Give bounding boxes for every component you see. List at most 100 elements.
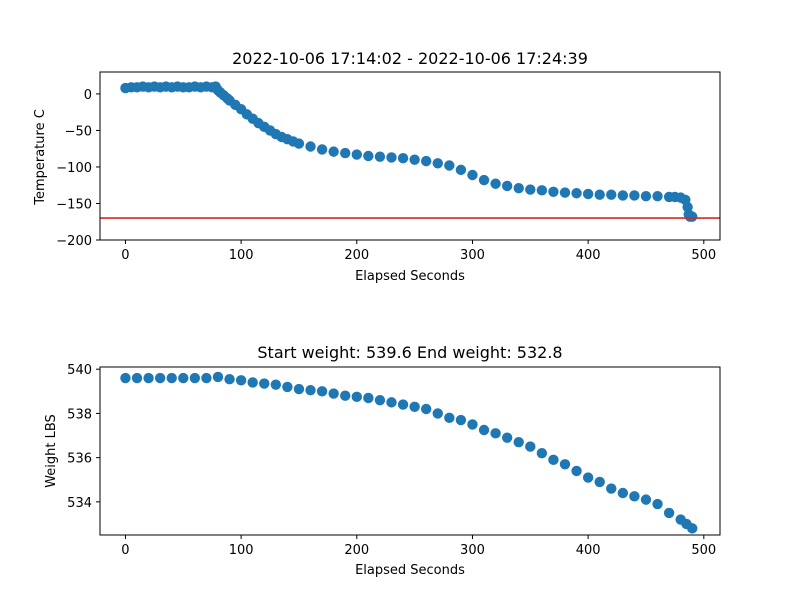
- weight-data-point: [663, 507, 675, 519]
- weight-data-point: [629, 491, 640, 502]
- temperature-data-point: [467, 169, 478, 181]
- temperature-x-tick-label: 300: [460, 248, 485, 263]
- temperature-data-point: [606, 189, 617, 200]
- weight-data-point: [178, 372, 189, 384]
- weight-data-point: [259, 378, 270, 389]
- temperature-x-tick-label: 0: [121, 248, 129, 263]
- temperature-data-point: [687, 211, 698, 222]
- weight-x-tick-label: 300: [460, 543, 485, 558]
- weight-x-tick-label: 0: [121, 543, 129, 558]
- weight-data-point: [351, 391, 362, 403]
- weight-data-point: [409, 401, 420, 412]
- weight-y-tick-label: 538: [67, 407, 92, 422]
- weight-data-point: [640, 494, 652, 505]
- temperature-data-point: [652, 190, 663, 202]
- weight-data-point: [235, 375, 247, 386]
- temperature-data-point: [525, 184, 536, 195]
- temperature-data-point: [548, 186, 559, 197]
- weight-data-point: [340, 390, 351, 401]
- weight-data-point: [501, 432, 513, 443]
- weight-data-points: [120, 371, 698, 534]
- weight-data-point: [363, 392, 374, 404]
- temperature-data-point: [559, 187, 571, 198]
- weight-data-point: [386, 397, 397, 408]
- temperature-data-point: [629, 190, 640, 201]
- weight-data-point: [432, 408, 443, 419]
- temperature-data-point: [420, 155, 432, 167]
- temperature-y-axis-label: Temperature C: [33, 109, 48, 206]
- weight-y-tick-label: 540: [67, 363, 92, 378]
- weight-data-point: [606, 483, 617, 494]
- temperature-data-point: [594, 189, 605, 200]
- weight-data-point: [224, 373, 235, 385]
- temperature-data-point: [351, 149, 362, 160]
- temperature-x-tick-label: 500: [691, 248, 716, 263]
- weight-chart-title: Start weight: 539.6 End weight: 532.8: [257, 343, 562, 362]
- weight-y-tick-label: 536: [67, 452, 92, 467]
- weight-y-axis-label: Weight LBS: [44, 414, 59, 488]
- weight-data-point: [293, 383, 305, 395]
- weight-data-point: [316, 386, 328, 397]
- temperature-data-point: [455, 164, 467, 176]
- weight-data-point: [559, 459, 571, 470]
- weight-x-tick-label: 100: [229, 543, 254, 558]
- temperature-y-tick-label: 0: [84, 88, 92, 103]
- weight-chart: Start weight: 539.6 End weight: 532.8 El…: [44, 343, 721, 578]
- weight-data-point: [189, 372, 201, 384]
- temperature-data-point: [316, 144, 328, 155]
- weight-axis-ticks: 0 100 200 300 400 500 534 536 538 540: [67, 363, 716, 558]
- weight-data-point: [444, 412, 455, 424]
- temperature-x-tick-label: 100: [229, 248, 254, 263]
- temperature-plot-frame: [99, 71, 721, 241]
- weight-data-point: [397, 399, 409, 410]
- weight-data-point: [247, 377, 258, 388]
- weight-x-axis-label: Elapsed Seconds: [355, 563, 465, 578]
- weight-data-point: [212, 371, 224, 383]
- weight-x-tick-label: 500: [691, 543, 716, 558]
- weight-data-point: [525, 441, 536, 452]
- temperature-chart: 2022-10-06 17:14:02 - 2022-10-06 17:24:3…: [33, 49, 721, 284]
- weight-data-point: [166, 372, 177, 384]
- weight-x-tick-label: 400: [576, 543, 601, 558]
- weight-data-point: [305, 385, 316, 396]
- temperature-y-tick-label: −200: [56, 234, 92, 249]
- temperature-data-point: [513, 182, 524, 194]
- weight-data-point: [282, 381, 293, 393]
- temperature-data-point: [617, 190, 629, 201]
- temperature-data-point: [582, 188, 594, 200]
- weight-data-point: [548, 454, 559, 466]
- temperature-data-point: [340, 147, 351, 159]
- weight-data-point: [617, 487, 629, 499]
- temperature-data-point: [397, 152, 409, 164]
- temperature-data-point: [478, 174, 490, 186]
- weight-data-point: [652, 498, 663, 510]
- weight-data-point: [131, 372, 143, 384]
- weight-data-point: [201, 372, 212, 384]
- weight-data-point: [154, 372, 166, 384]
- weight-data-point: [478, 424, 490, 436]
- temperature-data-point: [640, 190, 652, 202]
- temperature-data-point: [293, 138, 305, 149]
- temperature-data-point: [571, 188, 582, 199]
- weight-data-point: [687, 523, 698, 534]
- weight-data-point: [536, 448, 548, 459]
- weight-data-point: [143, 372, 154, 384]
- temperature-data-point: [501, 180, 513, 192]
- temperature-data-point: [305, 141, 316, 152]
- weight-data-point: [270, 379, 282, 390]
- weight-data-point: [467, 419, 478, 430]
- temperature-x-axis-label: Elapsed Seconds: [355, 269, 465, 284]
- weight-y-tick-label: 534: [67, 496, 92, 511]
- temperature-data-point: [386, 152, 397, 163]
- temperature-data-point: [432, 158, 443, 169]
- weight-data-point: [374, 394, 386, 406]
- weight-data-point: [490, 428, 501, 439]
- weight-x-tick-label: 200: [344, 543, 369, 558]
- temperature-x-tick-label: 400: [576, 248, 601, 263]
- weight-data-point: [120, 372, 131, 384]
- weight-data-point: [455, 414, 467, 426]
- temperature-data-points: [100, 81, 720, 222]
- temperature-data-point: [536, 185, 548, 196]
